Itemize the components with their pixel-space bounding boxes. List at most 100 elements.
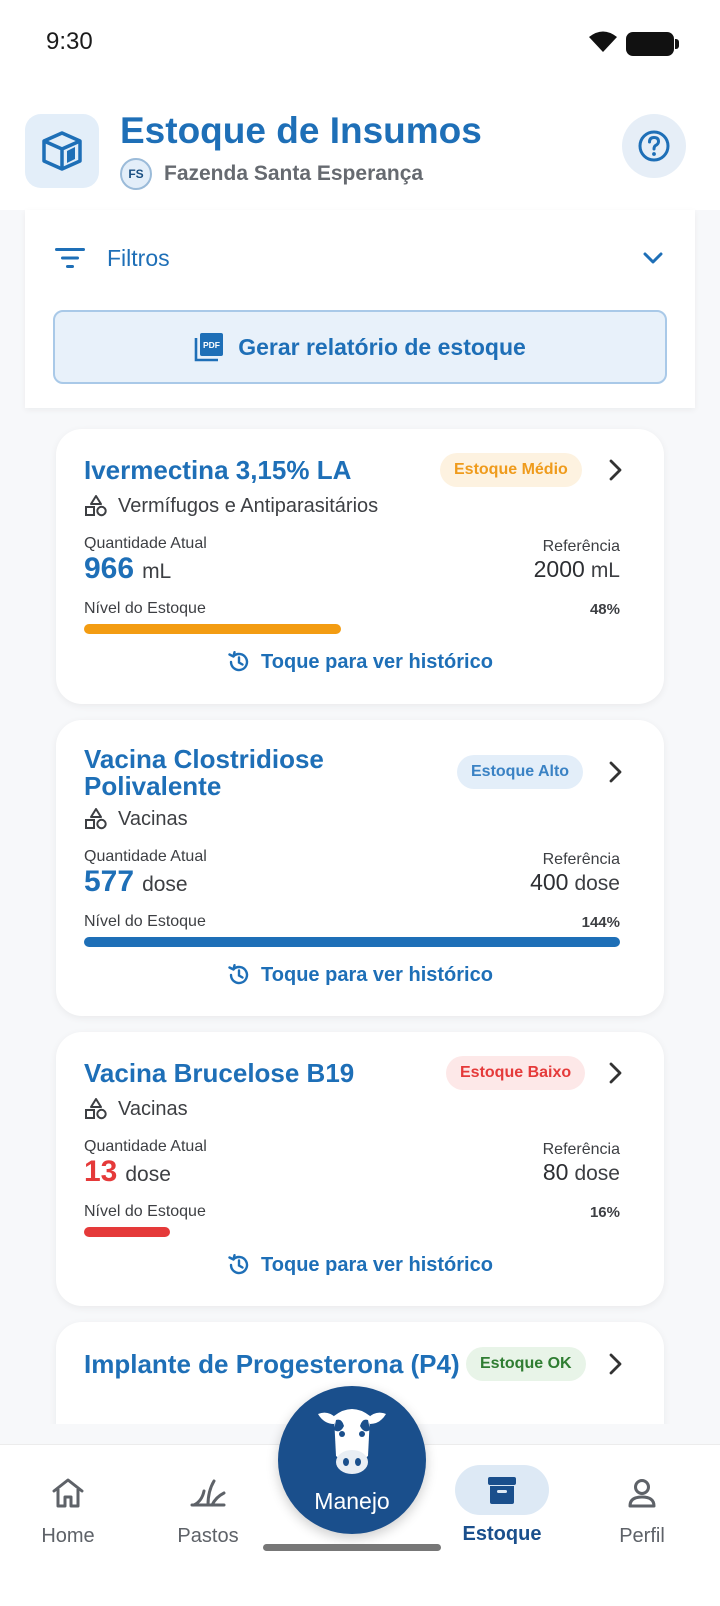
chevron-right-icon bbox=[609, 1062, 622, 1084]
quantity-number: 966 bbox=[84, 552, 135, 585]
chevron-right-icon bbox=[609, 1353, 622, 1375]
level-bar-fill bbox=[84, 1227, 170, 1237]
reference-unit: dose bbox=[574, 1162, 620, 1185]
farm-name: Fazenda Santa Esperança bbox=[164, 162, 424, 185]
level-bar-fill bbox=[84, 937, 620, 947]
status-badge: Estoque Alto bbox=[457, 755, 584, 789]
reference-value: 80 dose bbox=[543, 1159, 620, 1186]
nav-home-label: Home bbox=[41, 1525, 95, 1547]
reference-number: 2000 bbox=[533, 556, 585, 582]
nav-pastos[interactable]: Pastos bbox=[138, 1445, 278, 1565]
reference-number: 400 bbox=[530, 869, 569, 895]
category-label: Vacinas bbox=[118, 807, 188, 830]
item-name: Implante de Progesterona (P4) bbox=[84, 1349, 460, 1379]
history-link[interactable]: Toque para ver histórico bbox=[56, 1253, 664, 1277]
filters-panel: Filtros PDF Gerar relatório de estoque bbox=[25, 210, 695, 408]
nav-perfil-label: Perfil bbox=[619, 1525, 665, 1547]
filters-toggle[interactable]: Filtros bbox=[55, 236, 665, 280]
item-name: Ivermectina 3,15% LA bbox=[84, 455, 352, 485]
level-label: Nível do Estoque bbox=[84, 600, 206, 617]
help-button[interactable] bbox=[622, 114, 686, 178]
header: Estoque de Insumos FS Fazenda Santa Espe… bbox=[0, 90, 720, 210]
chevron-down-icon bbox=[643, 252, 663, 264]
category-icon bbox=[85, 495, 107, 517]
history-icon bbox=[228, 964, 249, 985]
level-label: Nível do Estoque bbox=[84, 913, 206, 930]
level-bar bbox=[84, 937, 620, 947]
home-icon bbox=[52, 1478, 84, 1508]
category-row: Vermífugos e Antiparasitários bbox=[84, 494, 378, 518]
history-label: Toque para ver histórico bbox=[261, 650, 493, 673]
nav-estoque[interactable]: Estoque bbox=[432, 1445, 572, 1565]
level-percent: 48% bbox=[589, 601, 620, 618]
nav-perfil[interactable]: Perfil bbox=[572, 1445, 712, 1565]
status-badge: Estoque OK bbox=[466, 1347, 586, 1381]
battery-icon bbox=[626, 32, 679, 56]
reference-value: 2000 mL bbox=[534, 556, 620, 583]
quantity-unit: dose bbox=[142, 873, 188, 896]
nav-estoque-label: Estoque bbox=[462, 1523, 542, 1545]
reference-label: Referência bbox=[542, 538, 620, 555]
category-label: Vacinas bbox=[118, 1097, 188, 1120]
stock-card[interactable]: Implante de Progesterona (P4) Estoque OK bbox=[56, 1322, 664, 1424]
level-percent: 144% bbox=[581, 914, 620, 931]
quantity-label: Quantidade Atual bbox=[84, 848, 207, 865]
reference-value: 400 dose bbox=[530, 869, 620, 896]
home-indicator bbox=[263, 1544, 441, 1551]
category-label: Vermífugos e Antiparasitários bbox=[118, 494, 379, 517]
generate-report-button[interactable]: PDF Gerar relatório de estoque bbox=[53, 310, 667, 384]
level-bar bbox=[84, 624, 620, 634]
quantity-label: Quantidade Atual bbox=[84, 535, 207, 552]
history-icon bbox=[228, 1254, 249, 1275]
history-label: Toque para ver histórico bbox=[261, 963, 493, 986]
stock-card[interactable]: Ivermectina 3,15% LA Estoque Médio Vermí… bbox=[56, 429, 664, 704]
status-badge: Estoque Baixo bbox=[446, 1056, 586, 1090]
reference-unit: dose bbox=[574, 872, 620, 895]
farm-selector[interactable]: FS Fazenda Santa Esperança bbox=[120, 158, 423, 190]
level-bar-fill bbox=[84, 624, 342, 634]
quantity-value: 966 mL bbox=[84, 552, 171, 586]
history-icon bbox=[228, 651, 249, 672]
quantity-number: 577 bbox=[84, 865, 135, 898]
pdf-icon: PDF bbox=[194, 333, 224, 362]
nav-estoque-pill bbox=[455, 1465, 549, 1515]
level-percent: 16% bbox=[589, 1204, 620, 1221]
stock-list: Ivermectina 3,15% LA Estoque Médio Vermí… bbox=[0, 408, 720, 1424]
history-label: Toque para ver histórico bbox=[261, 1253, 493, 1276]
status-time: 9:30 bbox=[46, 28, 93, 55]
stock-card[interactable]: Vacina Brucelose B19 Estoque Baixo Vacin… bbox=[56, 1032, 664, 1306]
reference-unit: mL bbox=[590, 559, 620, 582]
quantity-label: Quantidade Atual bbox=[84, 1138, 207, 1155]
manejo-button[interactable]: Manejo bbox=[278, 1386, 426, 1534]
box-icon bbox=[25, 114, 99, 188]
level-bar bbox=[84, 1227, 620, 1237]
report-button-label: Gerar relatório de estoque bbox=[238, 333, 526, 360]
item-name: Vacina Clostridiose Polivalente bbox=[84, 744, 324, 801]
quantity-number: 13 bbox=[84, 1155, 118, 1188]
item-name: Vacina Brucelose B19 bbox=[84, 1058, 355, 1088]
filters-label: Filtros bbox=[107, 244, 170, 271]
level-label: Nível do Estoque bbox=[84, 1203, 206, 1220]
filter-icon bbox=[55, 248, 85, 268]
grass-icon bbox=[190, 1479, 226, 1507]
history-link[interactable]: Toque para ver histórico bbox=[56, 650, 664, 674]
stock-card[interactable]: Vacina Clostridiose Polivalente Estoque … bbox=[56, 720, 664, 1016]
nav-home[interactable]: Home bbox=[0, 1445, 138, 1565]
nav-pastos-label: Pastos bbox=[177, 1525, 239, 1547]
reference-number: 80 bbox=[542, 1159, 569, 1185]
svg-text:PDF: PDF bbox=[203, 340, 220, 350]
reference-label: Referência bbox=[542, 1141, 620, 1158]
wifi-icon bbox=[589, 31, 617, 52]
chevron-right-icon bbox=[609, 459, 622, 481]
category-icon bbox=[85, 808, 107, 830]
history-link[interactable]: Toque para ver histórico bbox=[56, 963, 664, 987]
page-title: Estoque de Insumos bbox=[120, 110, 482, 151]
quantity-value: 13 dose bbox=[84, 1155, 171, 1189]
quantity-value: 577 dose bbox=[84, 865, 188, 899]
manejo-label: Manejo bbox=[314, 1488, 390, 1514]
category-icon bbox=[85, 1098, 107, 1120]
cow-icon bbox=[318, 1409, 386, 1474]
quantity-unit: mL bbox=[142, 560, 172, 583]
person-icon bbox=[628, 1479, 656, 1508]
